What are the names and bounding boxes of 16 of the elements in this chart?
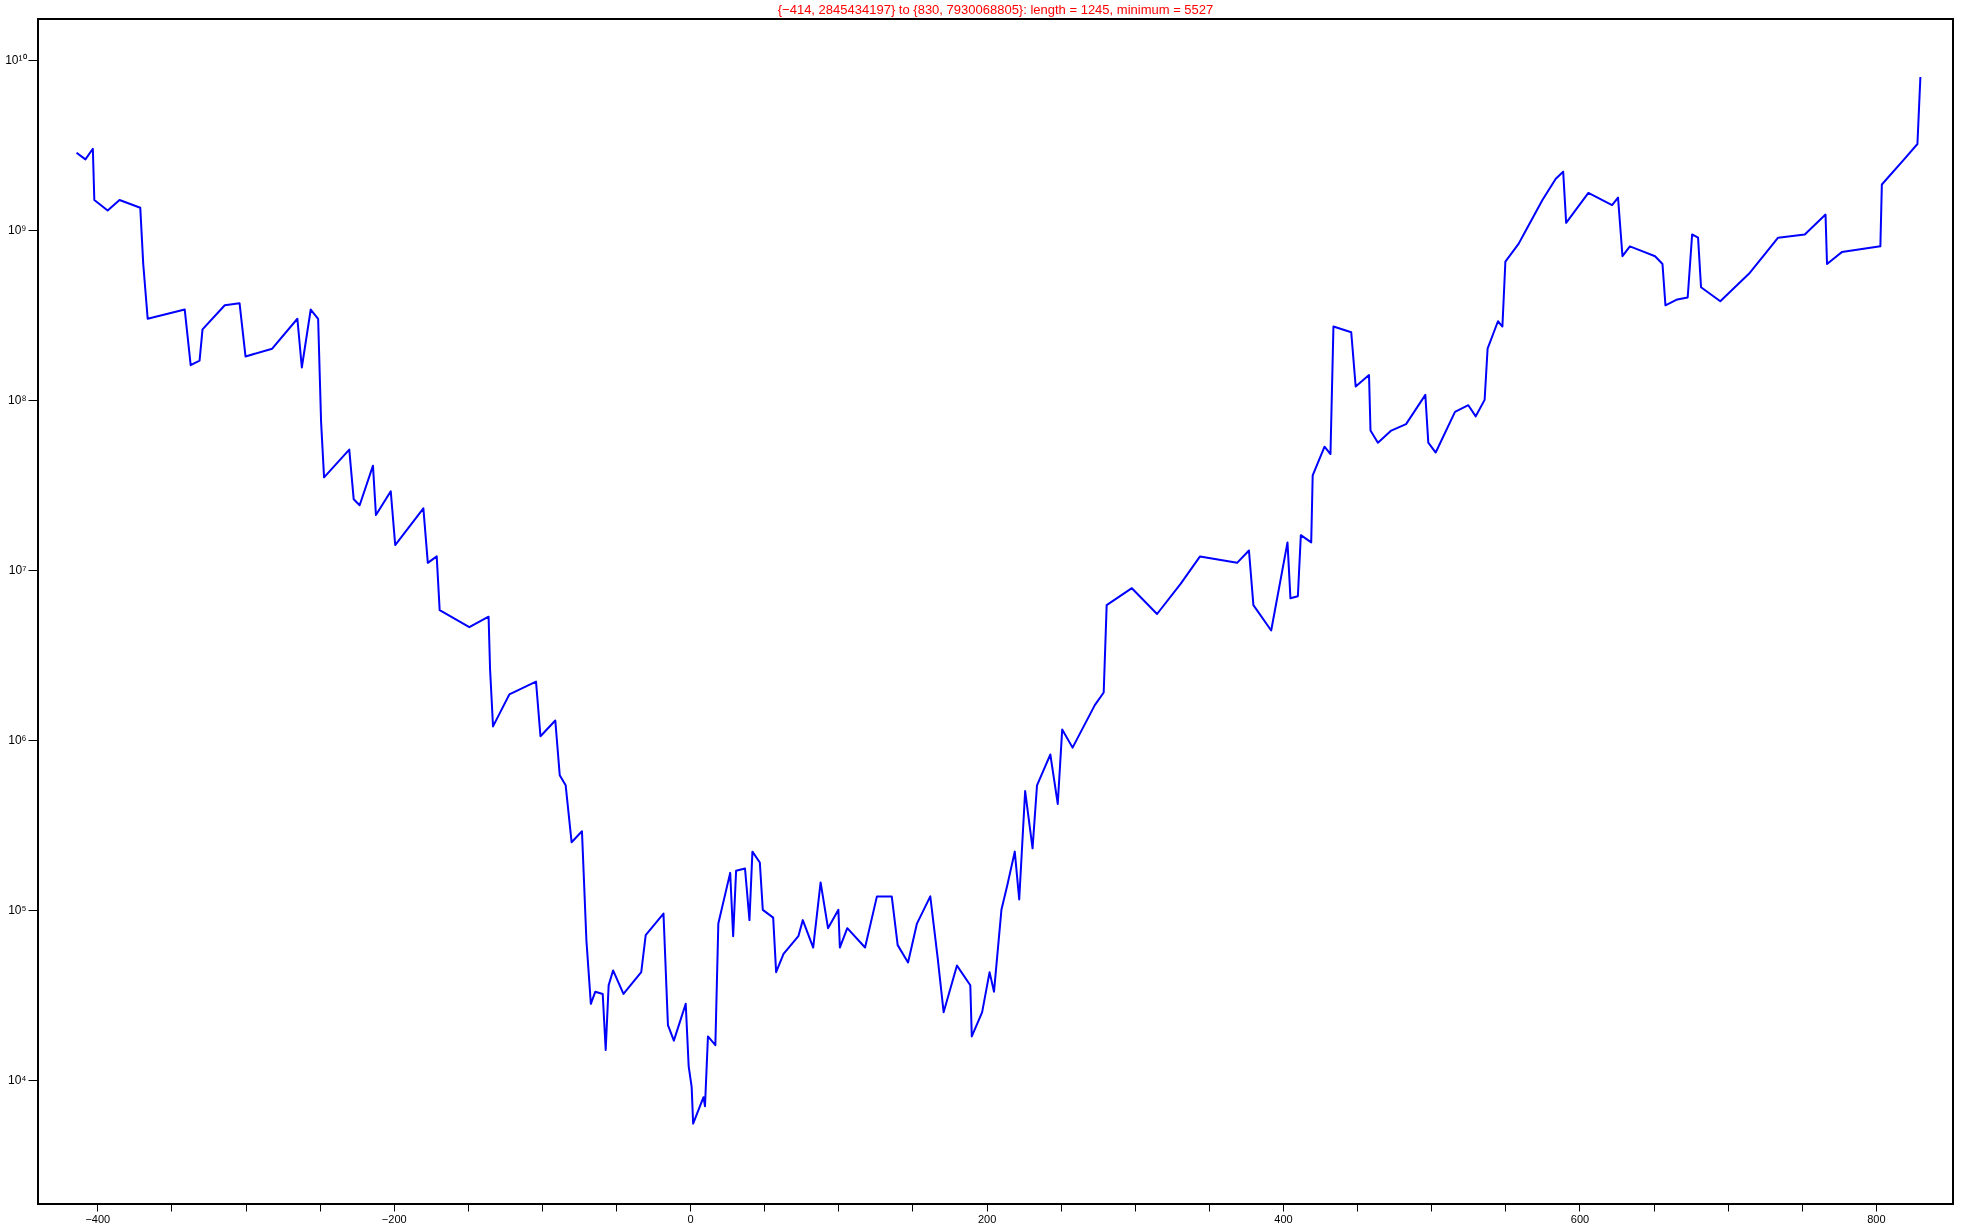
line-series [75, 76, 1922, 1125]
chart-title: {−414, 2845434197} to {830, 7930068805}: length = 1245, minimum = 5527 [777, 2, 1214, 17]
x-tick-label: 600 [1570, 1212, 1590, 1225]
y-tick-label: 10⁹ [8, 223, 27, 238]
y-tick-label: 10¹⁰ [5, 53, 27, 68]
y-tick-label: 10⁷ [8, 563, 27, 578]
y-tick-label: 10⁵ [8, 903, 27, 918]
y-tick-label: 10⁶ [8, 733, 27, 748]
x-tick-label: 0 [687, 1212, 694, 1225]
x-tick-label: 200 [977, 1212, 997, 1225]
x-tick-label: 800 [1867, 1212, 1886, 1225]
y-tick-label: 10⁸ [8, 393, 27, 408]
y-tick-label: 10⁴ [7, 1073, 27, 1088]
x-tick-label: 400 [1274, 1212, 1293, 1225]
x-tick-label: −400 [85, 1212, 111, 1225]
x-tick-label: −200 [381, 1212, 407, 1225]
